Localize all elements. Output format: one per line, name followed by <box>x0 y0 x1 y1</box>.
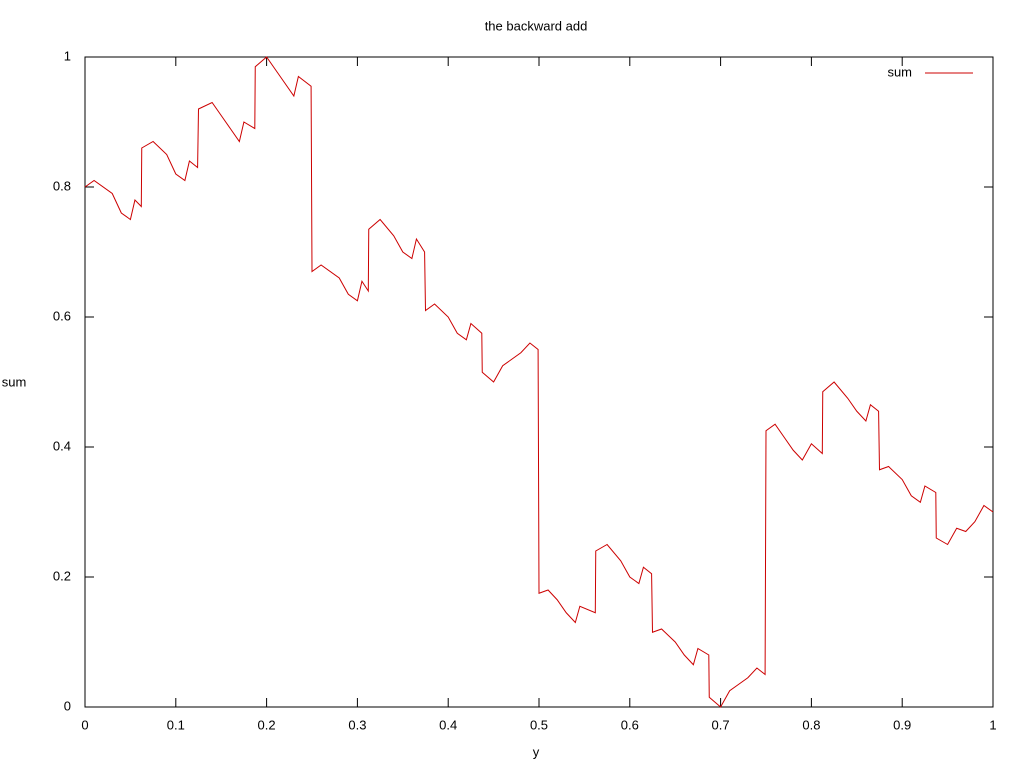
plot-border <box>84 56 994 708</box>
legend-label: sum <box>887 64 912 79</box>
x-tick-label: 0.5 <box>530 717 548 732</box>
data-line <box>84 56 994 708</box>
y-tick-label: 0.2 <box>53 568 71 583</box>
x-tick-label: 0.3 <box>348 717 366 732</box>
x-tick-label: 0.8 <box>802 717 820 732</box>
x-tick-label: 0.4 <box>439 717 457 732</box>
x-tick-label: 0.6 <box>621 717 639 732</box>
x-tick-label: 0.7 <box>712 717 730 732</box>
x-tick-label: 0.2 <box>258 717 276 732</box>
y-tick-label: 0.8 <box>53 178 71 193</box>
x-tick-label: 0.9 <box>893 717 911 732</box>
y-tick-label: 0.4 <box>53 438 71 453</box>
x-axis-label: y <box>533 744 540 759</box>
y-tick-label: 0 <box>64 698 71 713</box>
x-tick-label: 1 <box>989 717 996 732</box>
y-tick-label: 1 <box>64 48 71 63</box>
x-tick-label: 0.1 <box>167 717 185 732</box>
x-tick-label: 0 <box>81 717 88 732</box>
y-tick-label: 0.6 <box>53 308 71 323</box>
y-axis-label: sum <box>2 374 27 389</box>
chart-title: the backward add <box>485 18 588 33</box>
